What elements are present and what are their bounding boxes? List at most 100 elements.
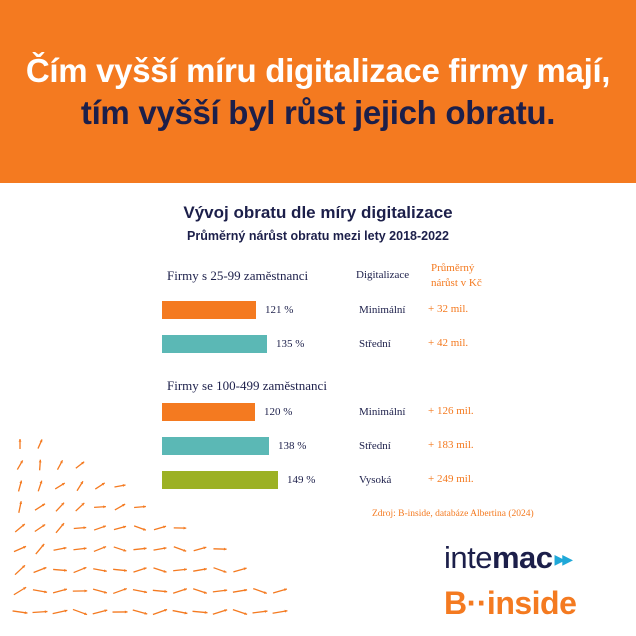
arrow-head: [123, 548, 127, 552]
chart-subtitle: Průměrný nárůst obratu mezi lety 2018-20…: [187, 229, 449, 243]
bar-value-label: 138 %: [278, 440, 307, 452]
binside-logo: B··inside: [444, 585, 577, 621]
group-label: Firmy se 100-499 zaměstnanci: [167, 378, 327, 393]
arrow-head: [24, 611, 28, 615]
arrow-head: [20, 460, 23, 464]
arrow-head: [122, 504, 126, 507]
arrow-head: [102, 525, 106, 529]
arrow-head: [23, 587, 27, 590]
arrow-head: [144, 611, 148, 615]
arrow-head: [19, 480, 23, 484]
arrow-head: [41, 543, 45, 547]
arrow-head: [183, 526, 187, 530]
arrow-head: [243, 567, 247, 571]
arrow-head: [83, 526, 87, 530]
arrow-head: [38, 459, 42, 463]
arrow-head: [104, 609, 108, 613]
intemac-logo-text-a: inte: [444, 540, 492, 575]
arrow-head: [143, 567, 147, 571]
arrow-head: [43, 567, 47, 570]
bar-value-label: 121 %: [265, 304, 294, 316]
arrow-head: [103, 569, 107, 573]
bar-value-label: 135 %: [276, 338, 305, 350]
arrow-head: [283, 588, 287, 592]
arrow-head: [39, 439, 43, 443]
group-label: Firmy s 25-99 zaměstnanci: [167, 268, 309, 283]
arrow-head: [84, 612, 88, 616]
arrow-head: [81, 461, 85, 465]
arrow-head: [223, 547, 227, 551]
arrow-head: [244, 612, 248, 615]
arrow-head: [44, 610, 48, 614]
arrow-head: [164, 589, 168, 593]
arrow-head: [224, 609, 228, 612]
arrow-head: [42, 503, 46, 507]
digitalization-level-label: Minimální: [359, 304, 406, 316]
headline-line-1: Čím vyšší míru digitalizace firmy mají,: [25, 51, 611, 89]
arrow-head: [103, 505, 106, 509]
arrow-head: [124, 568, 127, 572]
header-banner: Čím vyšší míru digitalizace firmy mají, …: [0, 0, 636, 183]
arrow-head: [123, 588, 127, 591]
intemac-logo: intemac ▶▶: [444, 540, 573, 576]
chart-title: Vývoj obratu dle míry digitalizace: [183, 203, 453, 222]
column-header-growth-line-2: nárůst v Kč: [431, 277, 482, 289]
arrow-head: [60, 460, 63, 464]
column-header-growth-line-1: Průměrný: [431, 262, 475, 274]
growth-value-label: + 32 mil.: [428, 303, 469, 315]
digitalization-level-label: Vysoká: [359, 474, 392, 486]
arrow-head: [21, 524, 25, 527]
arrow-head: [23, 546, 27, 549]
digitalization-level-label: Střední: [359, 338, 391, 350]
arrow-head: [223, 570, 227, 573]
arrow-head: [122, 484, 126, 487]
bar: [162, 403, 255, 421]
arrow-head: [19, 501, 23, 505]
arrow-head: [184, 611, 188, 615]
growth-value-label: + 249 mil.: [428, 473, 474, 485]
growth-value-label: + 42 mil.: [428, 337, 469, 349]
arrow-head: [143, 547, 147, 551]
bar: [162, 301, 256, 319]
arrow-head: [64, 568, 67, 572]
arrow-head: [80, 481, 83, 485]
arrow-head: [203, 591, 207, 594]
growth-value-label: + 183 mil.: [428, 439, 474, 451]
arrow-head: [163, 525, 167, 529]
growth-value-label: + 126 mil.: [428, 405, 474, 417]
arrow-head: [184, 568, 187, 571]
arrow-head: [63, 546, 67, 550]
arrow-head: [83, 547, 87, 550]
arrow-head: [183, 548, 187, 552]
bar: [162, 471, 278, 489]
arrow-head: [81, 502, 85, 506]
arrow-head: [224, 589, 228, 592]
arrow-head: [64, 588, 67, 592]
double-chevron-icon: ▶▶: [554, 551, 573, 568]
arrow-head: [264, 609, 268, 613]
arrow-head: [163, 546, 167, 550]
arrow-head: [163, 569, 167, 573]
digitalization-level-label: Minimální: [359, 406, 406, 418]
arrow-head: [204, 611, 208, 614]
arrow-head: [61, 483, 65, 486]
arrow-head: [103, 546, 107, 549]
arrow-head: [22, 565, 26, 569]
arrow-head: [124, 610, 128, 614]
arrow-head: [203, 546, 207, 550]
arrow-head: [101, 482, 105, 486]
arrow-head: [123, 525, 127, 529]
arrow-head: [244, 588, 248, 592]
arrow-head: [39, 480, 43, 484]
arrow-head: [42, 524, 46, 528]
arrow-field-decoration: [12, 439, 288, 616]
arrow-head: [164, 608, 168, 612]
arrow-head: [64, 609, 68, 613]
arrow-head: [61, 523, 65, 527]
bar-value-label: 149 %: [287, 474, 316, 486]
arrow-head: [18, 439, 22, 442]
bar-value-label: 120 %: [264, 406, 293, 418]
digitalization-level-label: Střední: [359, 440, 391, 452]
arrow-head: [104, 590, 107, 594]
arrow-head: [84, 589, 88, 593]
